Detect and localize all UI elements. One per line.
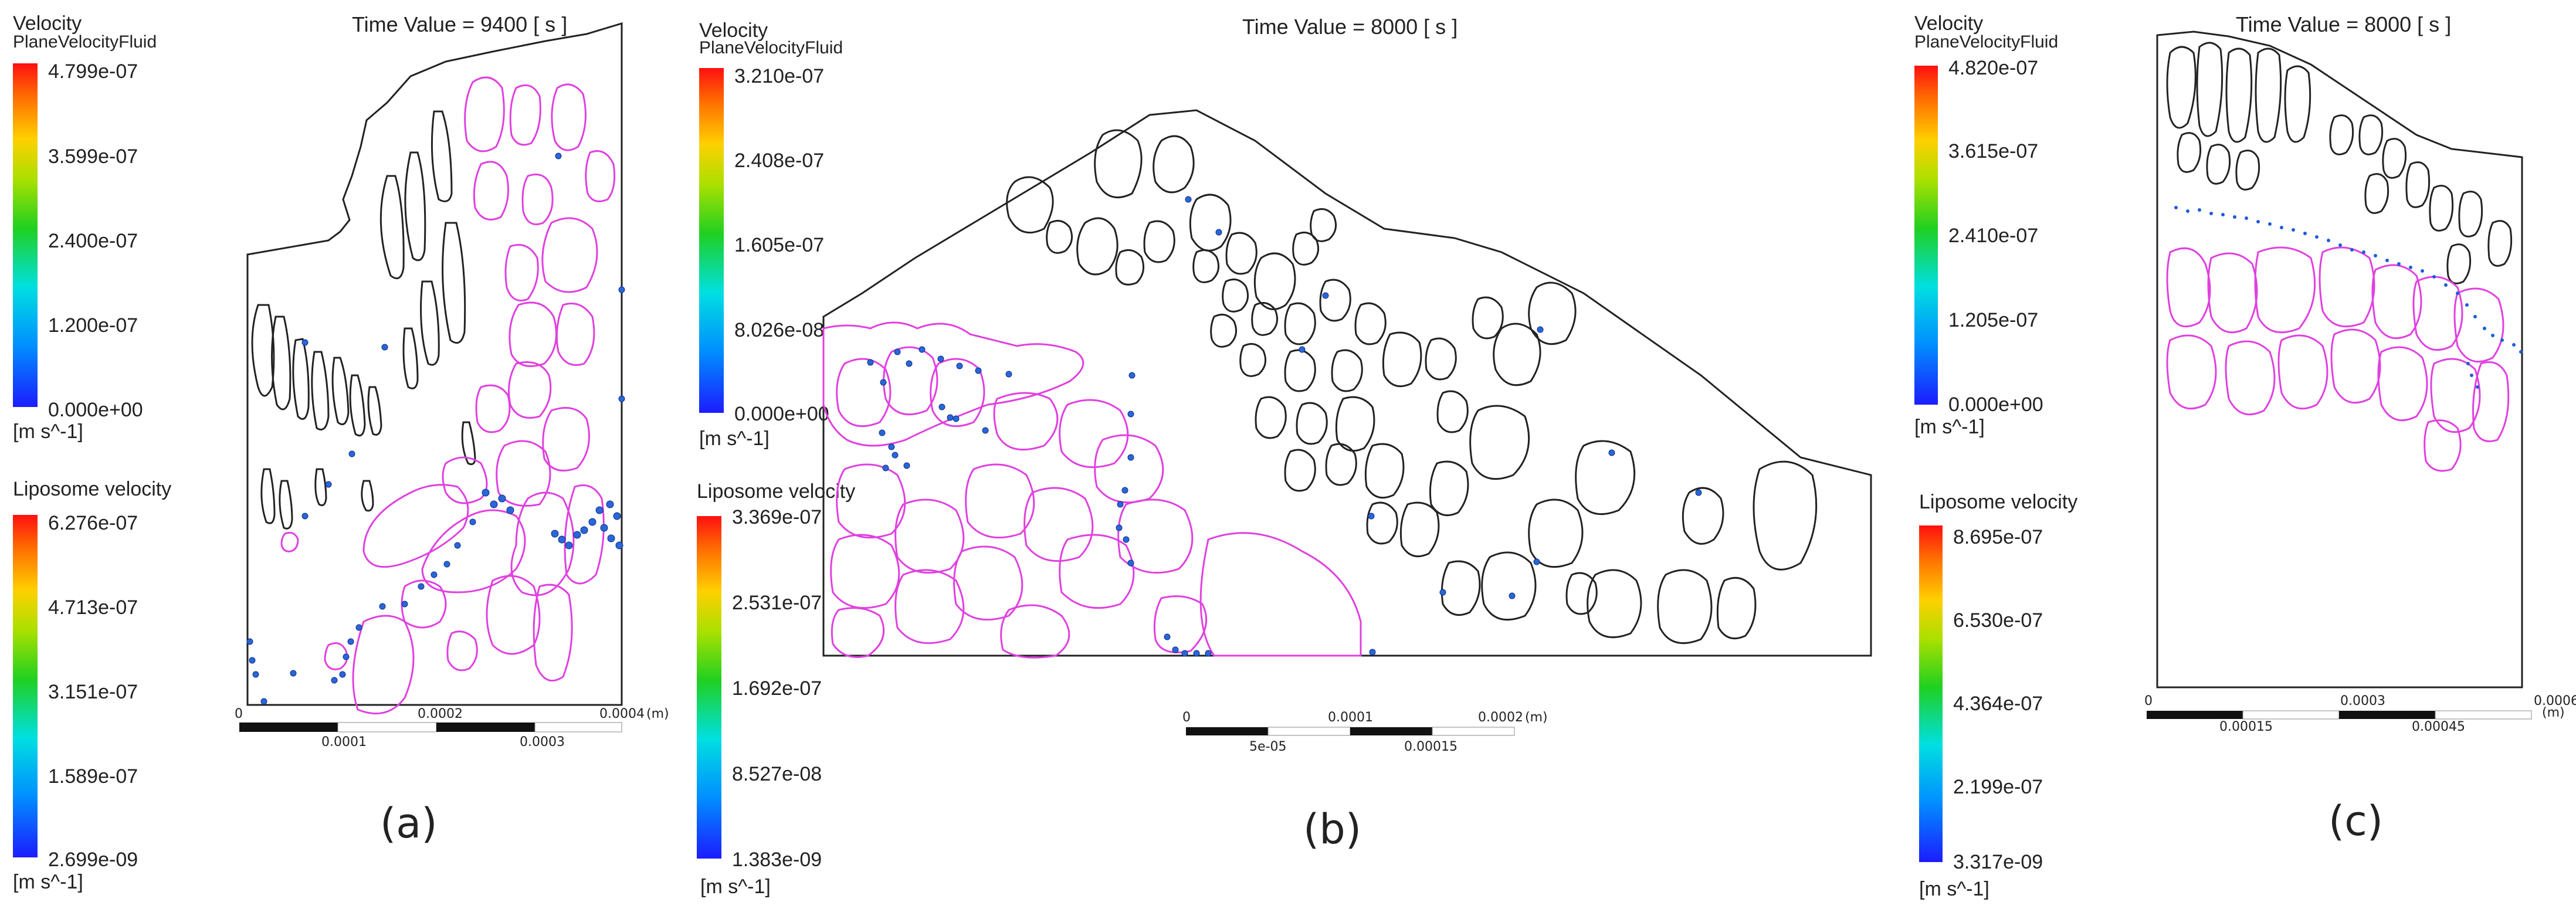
liposome-legend-title: Liposome velocity	[13, 478, 172, 500]
fluid-legend-subtitle: PlaneVelocityFluid	[699, 38, 843, 57]
fluid-colorbar	[13, 63, 38, 407]
particles-a	[246, 152, 625, 705]
scale-label: 0.0001	[1328, 710, 1373, 725]
liposome-tick: 1.692e-07	[732, 677, 822, 700]
liposome-tick: 2.531e-07	[732, 592, 822, 614]
fluid-tick: 2.408e-07	[734, 150, 825, 172]
fluid-tick: 4.799e-07	[48, 60, 138, 83]
liposome-tick: 2.199e-07	[1953, 776, 2043, 798]
fluid-legend-unit: [m s^-1]	[13, 420, 83, 443]
liposome-tick: 3.151e-07	[48, 681, 138, 703]
time-value: Time Value = 8000 [ s ]	[2236, 12, 2452, 36]
fluid-legend-subtitle: PlaneVelocityFluid	[13, 32, 157, 52]
liposome-tick: 1.383e-09	[732, 849, 822, 871]
fluid-colorbar	[1914, 66, 1938, 405]
liposome-tick: 4.364e-07	[1953, 693, 2043, 715]
fluid-tick: 1.200e-07	[48, 314, 138, 337]
fluid-tick: 3.210e-07	[734, 65, 825, 87]
tissue-boundary-b	[822, 109, 1872, 657]
tissue-cells-b	[1006, 129, 1818, 645]
scale-label: 0.0002	[418, 707, 463, 721]
liposome-tick: 8.695e-07	[1953, 526, 2043, 548]
tissue-boundary-c	[2156, 30, 2523, 688]
fluid-colorbar	[699, 68, 724, 413]
tissue-boundary-a	[246, 22, 623, 706]
time-value: Time Value = 8000 [ s ]	[1242, 15, 1458, 39]
panel-label: (a)	[380, 799, 438, 847]
scale-label: 0	[1182, 710, 1191, 725]
time-value: Time Value = 9400 [ s ]	[352, 12, 568, 36]
scale-label: 0.00015	[2219, 720, 2273, 734]
scale-bar-b	[1186, 727, 1515, 736]
fluid-tick: 3.599e-07	[48, 145, 138, 168]
scale-unit: (m)	[2542, 706, 2565, 720]
scale-label: 0.00015	[1404, 740, 1458, 754]
liposome-colorbar	[1919, 525, 1943, 862]
scale-label: 0.0002	[1478, 710, 1523, 725]
liposome-legend-unit: [m s^-1]	[700, 876, 771, 898]
liposome-colorbar	[697, 516, 721, 859]
fluid-legend-title: Velocity	[13, 12, 82, 35]
fluid-tick: 2.400e-07	[48, 230, 138, 252]
scale-bar-a	[239, 722, 622, 732]
liposome-tick: 2.699e-09	[48, 849, 138, 871]
liposome-tick: 4.713e-07	[48, 596, 138, 619]
liposome-tick: 3.369e-07	[732, 506, 822, 528]
scale-unit: (m)	[1525, 710, 1548, 725]
liposome-tick: 6.530e-07	[1953, 609, 2043, 632]
liposome-tick: 6.276e-07	[48, 512, 138, 534]
fluid-legend-subtitle: PlaneVelocityFluid	[1914, 32, 2059, 52]
scale-label: 5e-05	[1249, 740, 1287, 754]
fluid-legend-title: Velocity	[1914, 12, 1984, 35]
particles-b	[867, 196, 1702, 657]
scale-label: 0	[235, 707, 243, 721]
scale-label: 0.00045	[2412, 720, 2465, 734]
liposome-legend-unit: [m s^-1]	[1919, 878, 1989, 900]
fluid-legend-unit: [m s^-1]	[1914, 416, 1985, 438]
fluid-tick: 2.410e-07	[1948, 225, 2039, 247]
liposome-tick: 8.527e-08	[732, 763, 822, 785]
fluid-legend-unit: [m s^-1]	[699, 428, 770, 450]
particles-c	[2174, 206, 2523, 389]
fluid-cells-b	[822, 321, 1362, 659]
liposome-legend-unit: [m s^-1]	[13, 871, 83, 893]
fluid-tick: 8.026e-08	[734, 319, 825, 341]
scale-unit: (m)	[646, 707, 669, 721]
liposome-tick: 1.589e-07	[48, 765, 138, 788]
fluid-tick: 1.205e-07	[1948, 309, 2039, 331]
scale-label: 0	[2144, 694, 2153, 708]
scale-label: 0.0004	[599, 707, 645, 721]
panel-label: (b)	[1303, 805, 1362, 853]
fluid-tick: 0.000e+00	[48, 399, 143, 421]
panel-label: (c)	[2328, 797, 2384, 845]
scale-label: 0.0006	[2534, 694, 2576, 708]
scale-bar-c	[2147, 710, 2532, 720]
fluid-cells-a	[280, 76, 616, 715]
fluid-tick: 0.000e+00	[1948, 394, 2043, 416]
fluid-cells-c	[2166, 246, 2510, 472]
scale-label: 0.0003	[520, 735, 565, 749]
fluid-tick: 1.605e-07	[734, 234, 825, 256]
liposome-colorbar	[13, 515, 38, 857]
liposome-legend-title: Liposome velocity	[1919, 491, 2078, 513]
tissue-cells-a	[251, 110, 476, 530]
scale-label: 0.0003	[2340, 694, 2385, 708]
liposome-tick: 3.317e-09	[1953, 851, 2043, 873]
scale-label: 0.0001	[321, 735, 367, 749]
fluid-legend-title: Velocity	[699, 19, 768, 42]
fluid-tick: 3.615e-07	[1948, 140, 2039, 162]
liposome-legend-title: Liposome velocity	[697, 480, 856, 503]
fluid-tick: 4.820e-07	[1948, 57, 2039, 79]
fluid-tick: 0.000e+00	[734, 403, 829, 425]
tissue-cells-c	[2166, 42, 2513, 284]
